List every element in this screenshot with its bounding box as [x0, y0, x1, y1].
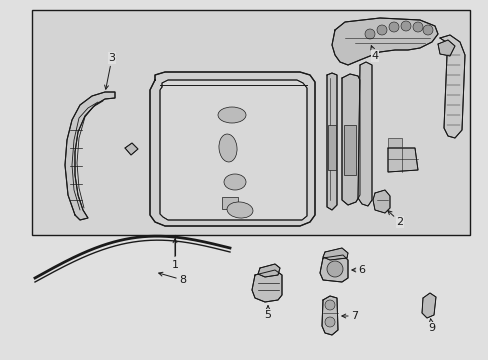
- Circle shape: [364, 29, 374, 39]
- Ellipse shape: [219, 134, 237, 162]
- Polygon shape: [421, 293, 435, 318]
- Circle shape: [326, 261, 342, 277]
- Polygon shape: [150, 72, 314, 226]
- Polygon shape: [341, 74, 359, 205]
- Bar: [32, 10, 469, 235]
- Polygon shape: [65, 92, 115, 220]
- Bar: [327, 125, 335, 170]
- Polygon shape: [387, 148, 417, 172]
- Text: 9: 9: [427, 319, 435, 333]
- Text: 3: 3: [104, 53, 115, 89]
- Polygon shape: [357, 62, 371, 206]
- Polygon shape: [323, 248, 347, 260]
- Polygon shape: [258, 264, 280, 277]
- Circle shape: [412, 22, 422, 32]
- Polygon shape: [251, 270, 282, 302]
- Circle shape: [325, 317, 334, 327]
- Circle shape: [400, 21, 410, 31]
- Text: 7: 7: [341, 311, 358, 321]
- Text: 1: 1: [171, 239, 178, 270]
- Polygon shape: [437, 40, 454, 56]
- Circle shape: [376, 25, 386, 35]
- Polygon shape: [321, 296, 337, 335]
- Ellipse shape: [224, 174, 245, 190]
- Bar: [387, 138, 401, 147]
- Ellipse shape: [226, 202, 252, 218]
- Circle shape: [325, 300, 334, 310]
- Text: 8: 8: [159, 272, 186, 285]
- Polygon shape: [372, 190, 389, 213]
- Polygon shape: [326, 73, 336, 210]
- Bar: [222, 197, 238, 209]
- Text: 2: 2: [387, 211, 403, 227]
- Polygon shape: [319, 255, 347, 282]
- Circle shape: [388, 22, 398, 32]
- Bar: [343, 125, 355, 175]
- Text: 6: 6: [351, 265, 365, 275]
- Circle shape: [422, 25, 432, 35]
- Text: 4: 4: [370, 46, 378, 61]
- Polygon shape: [331, 18, 437, 65]
- Ellipse shape: [218, 107, 245, 123]
- Polygon shape: [439, 35, 464, 138]
- Text: 5: 5: [264, 306, 271, 320]
- Polygon shape: [125, 143, 138, 155]
- Polygon shape: [160, 80, 306, 220]
